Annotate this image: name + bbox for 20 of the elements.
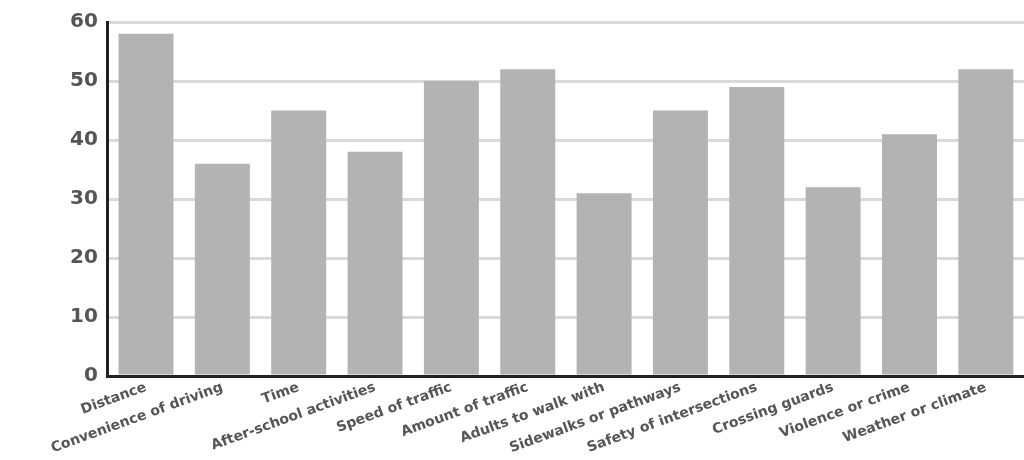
bar [881,134,937,375]
y-tick-label: 10 [69,303,98,328]
bar [118,33,174,375]
bar [576,193,632,375]
bar [500,69,556,375]
y-tick-label: 30 [69,185,98,210]
x-tick-label: Time [259,378,301,407]
bar [729,86,785,375]
bar [805,187,861,375]
bar [271,110,327,375]
y-tick-label: 20 [69,244,98,269]
bar [652,110,708,375]
y-tick-label: 0 [83,362,98,387]
bar [347,151,403,375]
bar [958,69,1014,375]
bar [194,163,250,375]
y-tick-label: 40 [69,126,98,151]
bar [423,81,479,375]
y-tick-label: 60 [69,8,98,33]
y-tick-label: 50 [69,67,98,92]
